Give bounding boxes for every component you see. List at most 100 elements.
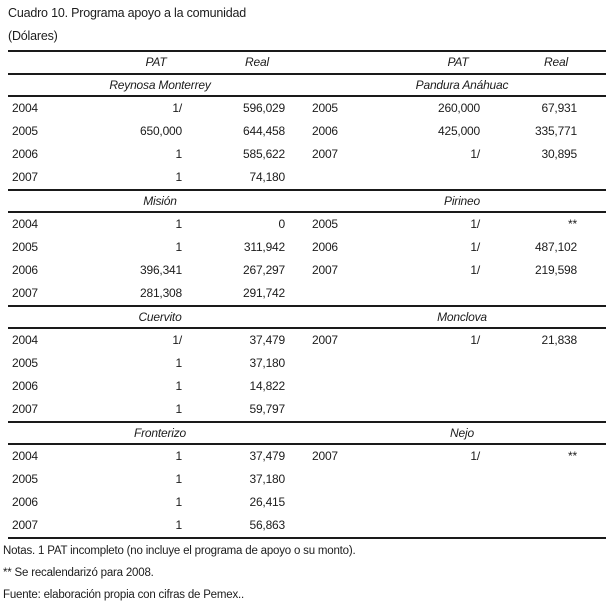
table-row: 2004 1 0 2005 1/ ** [8, 213, 606, 236]
year-cell-left: 2006 [12, 263, 38, 277]
real-cell-left: 291,742 [243, 286, 285, 300]
section-header-row: Cuervito Monclova [8, 307, 606, 327]
table-rule [8, 537, 606, 539]
pat-cell-left: 1/ [172, 101, 182, 115]
table-rule [8, 327, 606, 329]
real-cell-right: 21,838 [541, 333, 577, 347]
real-cell-left: 644,458 [243, 124, 285, 138]
pat-cell-left: 1/ [172, 333, 182, 347]
pat-cell-left: 1 [175, 472, 183, 486]
table-row: 2005 1 311,942 2006 1/487,102 [8, 236, 606, 259]
table-row: 2005 1 37,180 [8, 468, 606, 491]
table-rule [8, 421, 606, 423]
real-cell-right: 335,771 [535, 124, 577, 138]
year-cell-left: 2005 [12, 124, 38, 138]
real-cell-left: 56,863 [249, 518, 285, 532]
pat-cell-right: 1/ [470, 217, 480, 231]
year-cell-left: 2004 [12, 217, 38, 231]
year-cell-left: 2007 [12, 402, 38, 416]
pat-cell-left: 1 [175, 170, 183, 184]
table-row: 2007 1 59,797 [8, 398, 606, 421]
year-cell-right: 2005 [312, 101, 338, 115]
table-row: 2007 281,308 291,742 [8, 282, 606, 305]
year-cell-left: 2004 [12, 449, 38, 463]
table-row: 2007 1 56,863 [8, 514, 606, 537]
pat-cell-right: 1/ [470, 147, 480, 161]
section-header-row: Misión Pirineo [8, 191, 606, 211]
real-cell-left: 74,180 [249, 170, 285, 184]
real-cell-left: 596,029 [243, 101, 285, 115]
column-header-real-left: Real [245, 55, 269, 69]
pat-cell-left: 1 [175, 449, 183, 463]
section-name-left: Cuervito [138, 310, 182, 324]
year-cell-right: 2007 [312, 147, 338, 161]
section-name-left: Fronterizo [133, 426, 187, 440]
year-cell-left: 2006 [12, 147, 38, 161]
real-cell-right: 30,895 [541, 147, 577, 161]
real-cell-left: 37,479 [249, 449, 285, 463]
pat-cell-left: 1 [175, 379, 183, 393]
real-cell-right: 487,102 [535, 240, 577, 254]
year-cell-right: 2007 [312, 263, 338, 277]
real-cell-right: 219,598 [535, 263, 577, 277]
section-name-right: Pirineo [444, 194, 480, 208]
year-cell-left: 2004 [12, 101, 38, 115]
real-cell-left: 37,180 [249, 472, 285, 486]
year-cell-left: 2007 [12, 518, 38, 532]
table-row: 2006 1 585,622 2007 1/30,895 [8, 143, 606, 166]
year-cell-left: 2005 [12, 356, 38, 370]
real-cell-right: ** [568, 217, 577, 231]
real-cell-right: 67,931 [541, 101, 577, 115]
pat-cell-left: 396,341 [140, 263, 182, 277]
table-body: Reynosa Monterrey Pandura Anáhuac 2004 1/59… [8, 75, 606, 539]
pat-cell-right: 260,000 [438, 101, 480, 115]
real-cell-left: 26,415 [249, 495, 285, 509]
section-name-left: Reynosa Monterrey [109, 78, 211, 92]
pat-cell-left: 1 [175, 356, 183, 370]
real-cell-left: 59,797 [249, 402, 285, 416]
table-row: 2004 1 37,479 2007 1/ ** [8, 445, 606, 468]
note-source: Fuente: elaboración propia con cifras de… [3, 589, 244, 601]
table-subtitle: (Dólares) [8, 29, 58, 43]
table-title: Cuadro 10. Programa apoyo a la comunidad [8, 6, 246, 20]
real-cell-left: 585,622 [243, 147, 285, 161]
section-header-row: Fronterizo Nejo [8, 423, 606, 443]
year-cell-left: 2005 [12, 472, 38, 486]
note-pat-incomplete: Notas. 1 PAT incompleto (no incluye el p… [3, 545, 356, 557]
column-header-pat-left: PAT [145, 55, 167, 69]
real-cell-right: ** [568, 449, 577, 463]
real-cell-left: 267,297 [243, 263, 285, 277]
real-cell-left: 0 [278, 217, 286, 231]
table-row: 2006 1 26,415 [8, 491, 606, 514]
section-name-left: Misión [143, 194, 177, 208]
pat-cell-right: 1/ [470, 333, 480, 347]
real-cell-left: 37,180 [249, 356, 285, 370]
pat-cell-left: 650,000 [140, 124, 182, 138]
table-row: 2005 1 37,180 [8, 352, 606, 375]
year-cell-right: 2006 [312, 240, 338, 254]
pat-cell-left: 1 [175, 518, 183, 532]
year-cell-left: 2006 [12, 379, 38, 393]
pat-cell-left: 1 [175, 147, 183, 161]
table-row: 2005 650,000 644,458 2006 425,000 335,771 [8, 120, 606, 143]
year-cell-left: 2004 [12, 333, 38, 347]
table-rule [8, 95, 606, 97]
table-row: 2004 1/596,029 2005 260,000 67,931 [8, 97, 606, 120]
table-row: 2006 1 14,822 [8, 375, 606, 398]
note-rescheduled: ** Se recalendarizó para 2008. [3, 567, 154, 579]
year-cell-right: 2007 [312, 449, 338, 463]
column-header-row: PAT Real PAT Real [8, 52, 606, 73]
year-cell-left: 2007 [12, 286, 38, 300]
pat-cell-left: 1 [175, 240, 183, 254]
year-cell-left: 2005 [12, 240, 38, 254]
table-rule [8, 305, 606, 307]
pat-cell-right: 1/ [470, 449, 480, 463]
section-name-right: Pandura Anáhuac [415, 78, 509, 92]
pat-cell-right: 1/ [470, 240, 480, 254]
year-cell-right: 2006 [312, 124, 338, 138]
pat-cell-right: 1/ [470, 263, 480, 277]
table: PAT Real PAT Real Reynosa Monterrey Pandu… [8, 50, 606, 539]
real-cell-left: 37,479 [249, 333, 285, 347]
pat-cell-left: 281,308 [140, 286, 182, 300]
